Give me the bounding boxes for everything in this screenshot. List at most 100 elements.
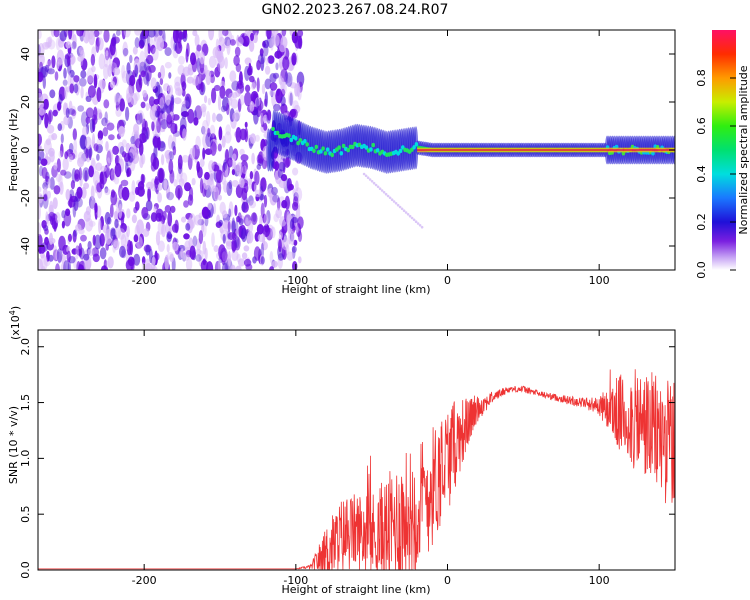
noise-blob: [135, 201, 140, 211]
noise-blob: [267, 55, 275, 64]
noise-blob: [143, 58, 150, 71]
noise-blob: [106, 122, 115, 131]
noise-blob: [260, 177, 267, 192]
noise-blob: [71, 41, 77, 50]
noise-blob: [69, 83, 75, 94]
noise-blob: [248, 200, 257, 209]
noise-blob: [79, 77, 87, 87]
noise-blob: [248, 177, 253, 190]
noise-blob: [74, 173, 79, 180]
noise-blob: [85, 217, 93, 232]
noise-blob: [293, 196, 299, 207]
noise-blob: [256, 154, 263, 164]
noise-blob: [109, 203, 114, 218]
noise-blob: [178, 55, 185, 65]
noise-blob: [145, 65, 152, 82]
noise-blob: [271, 226, 276, 239]
trace-core: [303, 139, 307, 144]
noise-blob: [150, 212, 157, 223]
noise-blob: [51, 133, 58, 141]
noise-blob: [236, 80, 244, 89]
noise-blob: [159, 97, 165, 109]
noise-blob: [186, 42, 190, 58]
noise-blob: [129, 54, 133, 64]
noise-blob: [244, 91, 252, 107]
noise-blob: [248, 40, 255, 52]
noise-blob: [263, 98, 268, 107]
noise-blob: [295, 180, 299, 192]
noise-blob: [160, 119, 168, 130]
noise-blob: [272, 72, 280, 79]
noise-blob: [222, 220, 230, 229]
noise-blob: [254, 170, 260, 186]
noise-blob: [129, 75, 136, 87]
noise-blob: [193, 214, 202, 226]
noise-blob: [93, 74, 98, 89]
tail-dot: [400, 207, 404, 211]
noise-blob: [266, 210, 271, 224]
tail-dot: [364, 174, 368, 178]
noise-blob: [296, 82, 301, 98]
noise-blob: [160, 154, 165, 166]
noise-blob: [86, 146, 93, 159]
trace-core: [398, 148, 403, 154]
trace-core: [375, 148, 380, 153]
noise-blob: [119, 98, 125, 112]
noise-blob: [142, 89, 148, 98]
noise-blob: [291, 217, 299, 224]
noise-blob: [107, 256, 114, 269]
noise-blob: [104, 229, 112, 245]
trace-core: [346, 148, 351, 153]
noise-blob: [200, 103, 207, 113]
noise-blob: [133, 234, 139, 243]
noise-blob: [77, 157, 85, 168]
noise-blob: [201, 119, 209, 136]
noise-blob: [231, 249, 239, 262]
tail-dot: [386, 194, 390, 198]
noise-blob: [207, 127, 211, 138]
noise-blob: [53, 162, 58, 170]
noise-blob: [177, 89, 182, 97]
noise-blob: [181, 88, 186, 97]
noise-blob: [109, 81, 116, 89]
noise-blob: [272, 194, 280, 203]
noise-blob: [202, 147, 206, 160]
noise-blob: [45, 37, 52, 48]
noise-blob: [263, 39, 269, 49]
noise-blob: [191, 57, 198, 73]
noise-blob: [281, 81, 287, 95]
top-x-tick-label: -100: [283, 274, 308, 287]
noise-blob: [285, 244, 290, 256]
noise-blob: [243, 245, 250, 252]
noise-blob: [149, 106, 158, 121]
noise-blob: [167, 134, 174, 150]
noise-blob: [259, 185, 264, 201]
noise-blob: [125, 106, 130, 121]
noise-blob: [225, 124, 231, 136]
noise-blob: [241, 252, 248, 260]
noise-blob: [58, 150, 63, 158]
noise-blob: [235, 88, 241, 98]
noise-blob: [165, 94, 171, 106]
noise-blob: [115, 30, 121, 36]
tail-dot: [414, 220, 418, 223]
noise-blob: [160, 65, 165, 80]
noise-blob: [241, 187, 248, 201]
tail-dot: [412, 218, 416, 222]
noise-blob: [213, 186, 219, 202]
top-y-tick-label: 40: [19, 47, 32, 61]
noise-blob: [44, 112, 49, 129]
noise-blob: [226, 181, 233, 196]
noise-blob: [146, 181, 154, 190]
noise-blob: [259, 112, 264, 125]
noise-blob: [60, 133, 64, 144]
noise-blob: [168, 159, 174, 175]
noise-blob: [45, 211, 49, 225]
noise-blob: [235, 265, 242, 270]
noise-blob: [38, 92, 43, 100]
noise-blob: [284, 157, 290, 168]
colorbar-tick-label: 0.2: [695, 213, 708, 231]
noise-blob: [80, 186, 87, 199]
tail-dot: [366, 176, 370, 179]
top-x-axis: -200 -100 0 100: [132, 30, 610, 287]
